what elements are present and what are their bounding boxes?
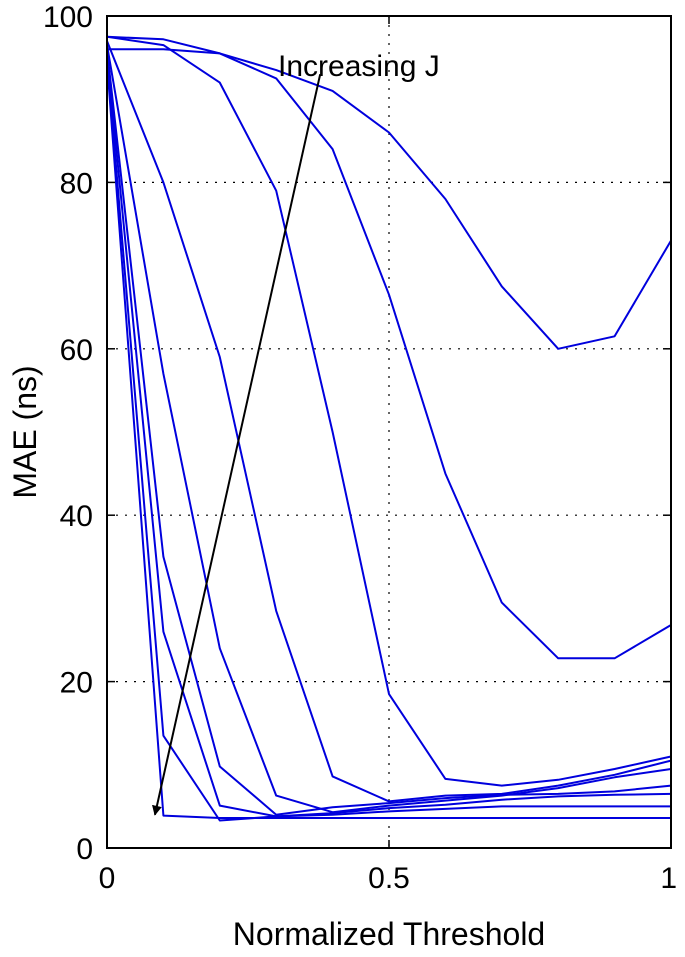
annotation: Increasing J — [152, 50, 440, 816]
x-tick-label: 1 — [660, 862, 677, 895]
series-line-8 — [106, 57, 671, 822]
series-line-1 — [107, 48, 672, 350]
series-line-6 — [106, 49, 672, 816]
x-tick-label: 0.5 — [368, 862, 410, 895]
annotation-text: Increasing J — [278, 50, 440, 83]
ticks: 0 0.5 1 0 20 40 60 80 100 — [43, 1, 677, 895]
series-line-9 — [106, 61, 671, 819]
y-tick-label: 100 — [43, 1, 93, 34]
grid — [107, 16, 671, 848]
series-line-4 — [106, 40, 672, 803]
y-tick-label: 0 — [76, 833, 93, 866]
annotation-arrow — [152, 74, 322, 816]
y-axis-label: MAE (ns) — [7, 365, 43, 498]
series-line-3 — [106, 35, 672, 787]
x-tick-label: 0 — [99, 862, 116, 895]
y-tick-label: 80 — [60, 167, 93, 200]
series-line-7 — [106, 53, 672, 818]
x-axis-label: Normalized Threshold — [233, 916, 545, 952]
series-line-5 — [106, 44, 672, 814]
series-group — [106, 35, 672, 822]
y-tick-label: 60 — [60, 334, 93, 367]
y-tick-label: 20 — [60, 667, 93, 700]
series-line-2 — [106, 35, 672, 660]
y-tick-label: 40 — [60, 500, 93, 533]
